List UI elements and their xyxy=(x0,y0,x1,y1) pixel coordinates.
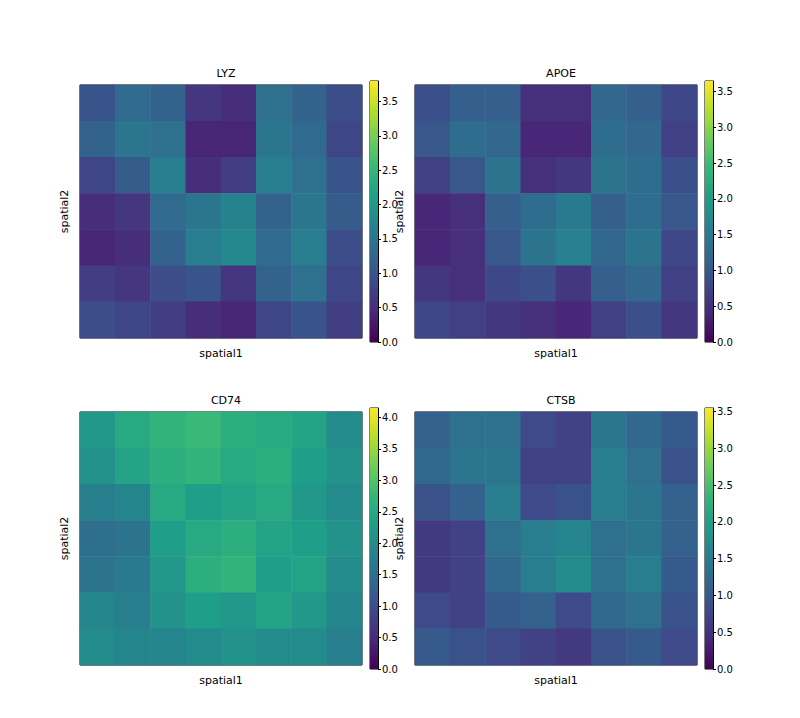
svg-text:2.0: 2.0 xyxy=(382,538,398,549)
svg-text:CD74: CD74 xyxy=(211,394,241,407)
svg-text:3.5: 3.5 xyxy=(382,96,398,107)
svg-text:spatial2: spatial2 xyxy=(58,517,71,561)
svg-text:2.5: 2.5 xyxy=(717,158,733,169)
svg-text:spatial1: spatial1 xyxy=(199,674,243,687)
svg-text:2.0: 2.0 xyxy=(717,193,733,204)
svg-text:0.5: 0.5 xyxy=(382,302,398,313)
svg-text:1.5: 1.5 xyxy=(717,229,733,240)
svg-text:2.5: 2.5 xyxy=(382,506,398,517)
svg-text:3.5: 3.5 xyxy=(717,406,733,417)
svg-text:3.5: 3.5 xyxy=(382,443,398,454)
svg-text:0.0: 0.0 xyxy=(382,664,398,675)
svg-text:1.5: 1.5 xyxy=(382,569,398,580)
svg-text:1.0: 1.0 xyxy=(717,265,733,276)
svg-text:2.5: 2.5 xyxy=(717,480,733,491)
svg-text:0.5: 0.5 xyxy=(717,301,733,312)
svg-text:1.0: 1.0 xyxy=(717,590,733,601)
svg-text:1.0: 1.0 xyxy=(382,601,398,612)
svg-text:3.0: 3.0 xyxy=(717,443,733,454)
svg-text:spatial1: spatial1 xyxy=(534,674,578,687)
svg-text:1.0: 1.0 xyxy=(382,268,398,279)
svg-text:0.0: 0.0 xyxy=(717,664,733,675)
svg-text:0.0: 0.0 xyxy=(382,337,398,348)
svg-text:CTSB: CTSB xyxy=(547,394,576,407)
svg-text:3.0: 3.0 xyxy=(382,130,398,141)
svg-text:0.5: 0.5 xyxy=(717,627,733,638)
svg-text:2.5: 2.5 xyxy=(382,165,398,176)
svg-text:2.0: 2.0 xyxy=(717,516,733,527)
svg-text:spatial2: spatial2 xyxy=(58,190,71,234)
svg-text:APOE: APOE xyxy=(546,67,576,80)
svg-text:spatial1: spatial1 xyxy=(534,347,578,360)
svg-text:3.0: 3.0 xyxy=(382,475,398,486)
svg-text:3.0: 3.0 xyxy=(717,122,733,133)
svg-text:0.0: 0.0 xyxy=(717,337,733,348)
svg-text:0.5: 0.5 xyxy=(382,632,398,643)
svg-text:spatial1: spatial1 xyxy=(199,347,243,360)
svg-text:spatial2: spatial2 xyxy=(393,190,406,234)
svg-text:2.0: 2.0 xyxy=(382,199,398,210)
svg-text:1.5: 1.5 xyxy=(717,553,733,564)
svg-text:LYZ: LYZ xyxy=(217,67,236,80)
svg-text:spatial2: spatial2 xyxy=(393,516,406,561)
svg-text:1.5: 1.5 xyxy=(382,233,398,244)
svg-text:3.5: 3.5 xyxy=(717,86,733,97)
svg-text:4.0: 4.0 xyxy=(382,412,398,423)
